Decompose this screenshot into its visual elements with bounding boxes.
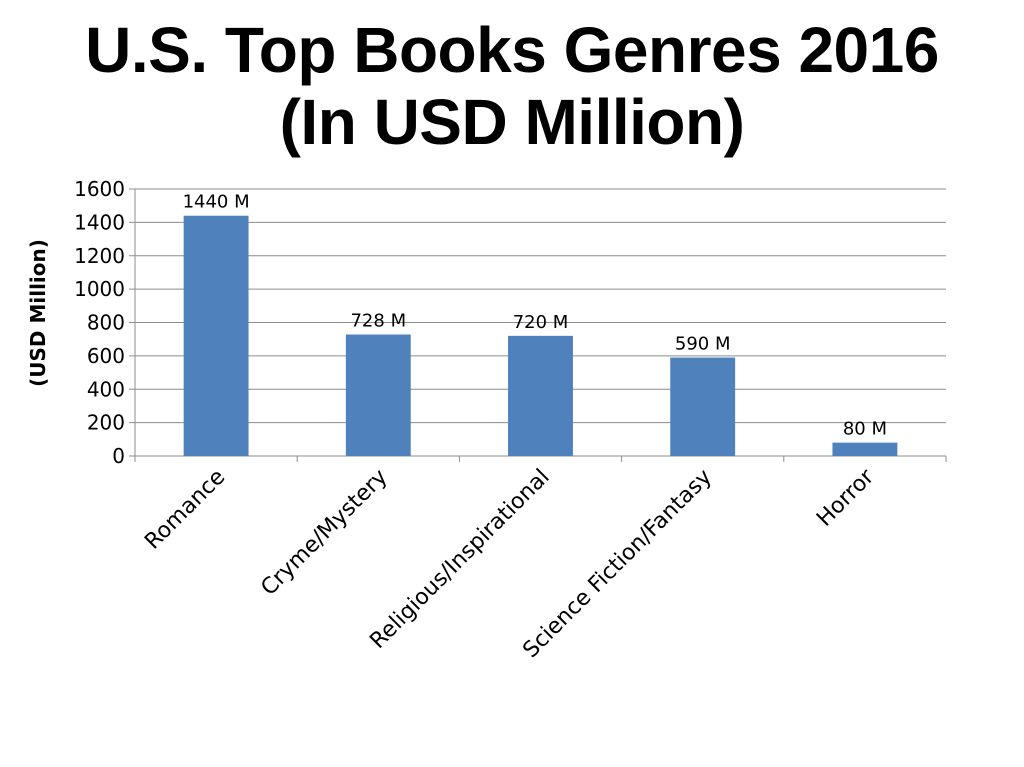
bar-romance <box>183 215 249 456</box>
bar-religious-inspirational <box>508 335 573 456</box>
y-tick-label: 1200 <box>74 244 125 268</box>
category-label: Horror <box>812 464 880 532</box>
bar-science-fiction-fantasy <box>670 357 736 456</box>
y-axis-label: (USD Million) <box>26 239 50 387</box>
category-label: Science Fiction/Fantasy <box>518 465 717 664</box>
category-label: Romance <box>140 465 230 555</box>
bars <box>183 215 898 456</box>
chart-title: U.S. Top Books Genres 2016 (In USD Milli… <box>0 14 1024 158</box>
data-labels: 1440 M 728 M 720 M 590 M 80 M <box>183 192 887 440</box>
y-tick-label: 0 <box>112 444 125 468</box>
y-tick-label: 200 <box>87 411 125 435</box>
bar-cryme-mystery <box>345 334 411 456</box>
category-labels: Romance Cryme/MysteryReligious/Inspiratio… <box>140 464 879 663</box>
y-tick-labels: 0 200 400 600 800 1000 1200 1400 1600 <box>74 177 125 468</box>
chart-title-line1: U.S. Top Books Genres 2016 <box>85 14 939 86</box>
data-label: 590 M <box>675 334 731 355</box>
data-label: 720 M <box>513 312 569 333</box>
y-tick-label: 1400 <box>74 210 125 234</box>
y-tick-label: 400 <box>87 377 125 401</box>
chart-title-line2: (In USD Million) <box>279 86 745 158</box>
gridlines <box>129 188 946 457</box>
data-label: 80 M <box>843 419 887 440</box>
y-tick-label: 1000 <box>74 277 125 301</box>
bar-horror <box>832 442 898 456</box>
data-label: 1440 M <box>183 192 250 213</box>
y-tick-label: 600 <box>87 344 125 368</box>
category-label: Religious/Inspirational <box>365 465 554 654</box>
y-tick-label: 800 <box>87 311 125 335</box>
data-label: 728 M <box>350 311 406 332</box>
category-label: Cryme/Mystery <box>256 465 392 601</box>
y-tick-label: 1600 <box>74 177 125 201</box>
